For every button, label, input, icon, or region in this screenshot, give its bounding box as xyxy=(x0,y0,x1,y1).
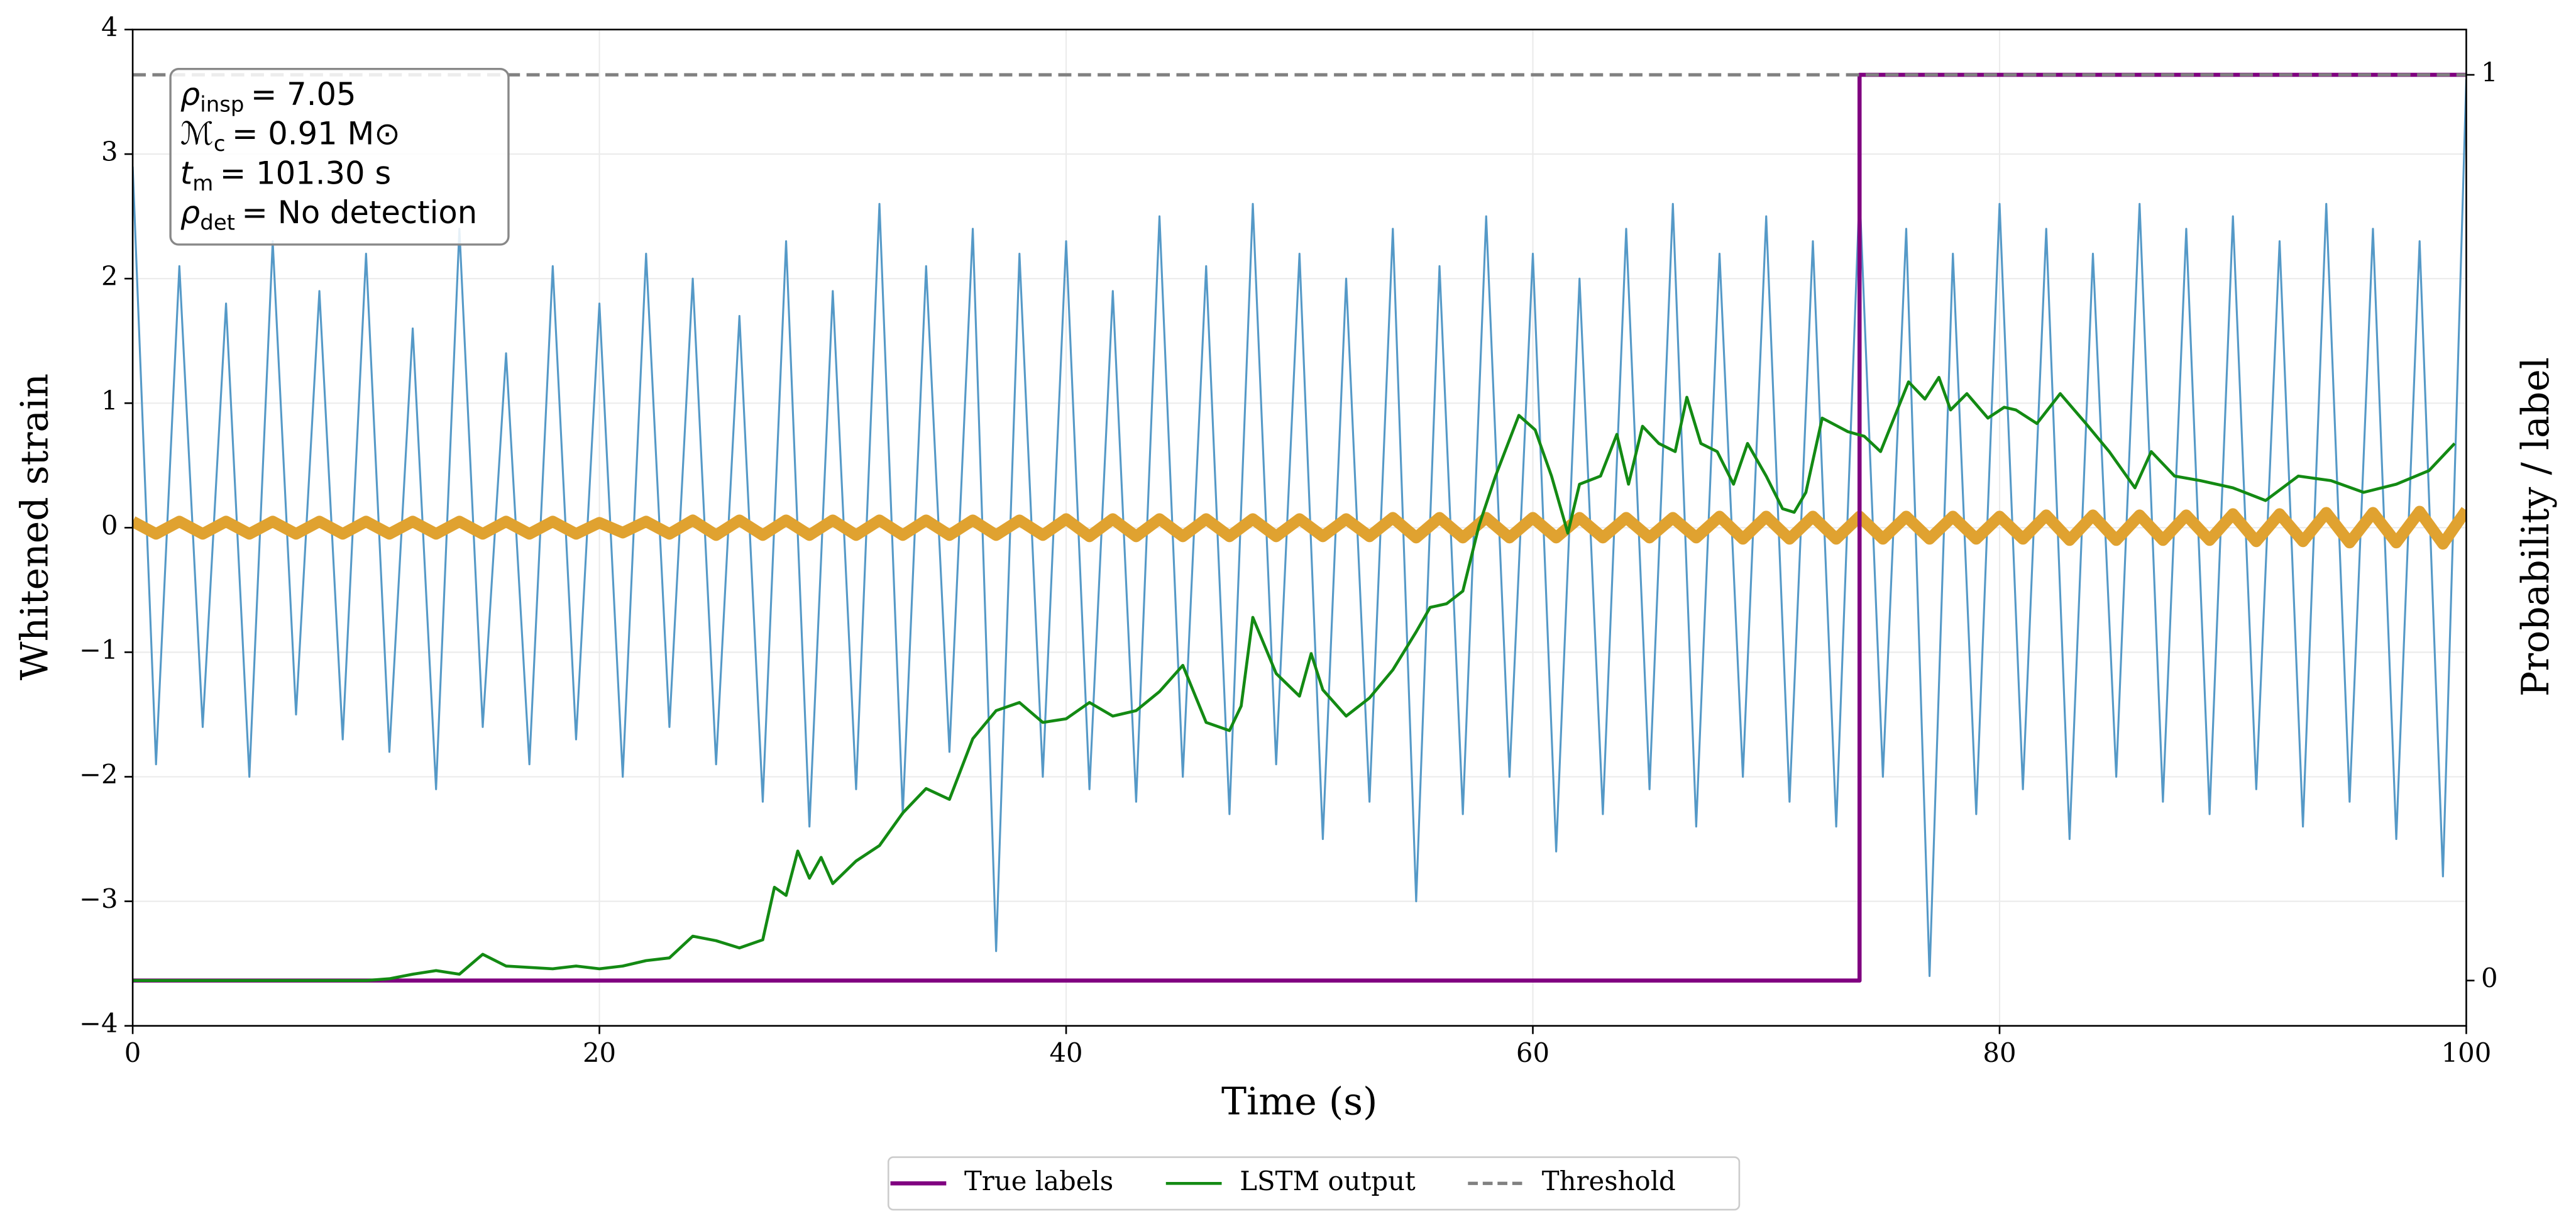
annotation-subscript: m xyxy=(192,172,213,196)
x-tick-label: 60 xyxy=(1516,1037,1549,1068)
annotation-line: ρinsp = 7.05 xyxy=(180,76,356,117)
annotation-line: ℳc = 0.91 M⊙ xyxy=(180,116,400,157)
y-tick-label: −3 xyxy=(79,883,118,914)
x-tick-label: 20 xyxy=(583,1037,616,1068)
y-tick-label: −2 xyxy=(79,759,118,790)
y-tick-label: 1 xyxy=(101,385,118,416)
annotation-subscript: det xyxy=(200,211,235,235)
legend-label: Threshold xyxy=(1542,1166,1676,1196)
annotation-subscript: c xyxy=(214,132,226,157)
annotation-symbol: ρ xyxy=(180,76,200,113)
annotation-symbol: ρ xyxy=(180,194,200,231)
annotation-subscript: insp xyxy=(200,93,244,118)
annotation-line: ρdet = No detection xyxy=(180,194,477,235)
annotation-value: = 101.30 s xyxy=(220,155,391,191)
annotation-value: = 7.05 xyxy=(251,76,356,113)
y2-tick-label: 1 xyxy=(2481,57,2498,88)
x-tick-label: 0 xyxy=(124,1037,141,1068)
legend-label: True labels xyxy=(964,1166,1113,1196)
series-line xyxy=(133,375,2456,982)
y-tick-label: −1 xyxy=(79,634,118,665)
annotation-box xyxy=(169,67,510,246)
signal-line xyxy=(133,79,2467,977)
y-tick-label: −4 xyxy=(79,1008,118,1039)
annotation-symbol: ℳ xyxy=(180,116,214,152)
y-axis-label: Whitened strain xyxy=(13,373,57,680)
signal-line xyxy=(133,505,2467,550)
annotation-value: = No detection xyxy=(241,194,477,231)
x-axis-label: Time (s) xyxy=(1221,1080,1377,1124)
legend-box xyxy=(887,1156,1741,1211)
x-tick-label: 40 xyxy=(1049,1037,1082,1068)
y2-axis-label: Probability / label xyxy=(2514,357,2558,697)
y2-tick-label: 0 xyxy=(2481,963,2498,993)
x-tick-label: 80 xyxy=(1983,1037,2016,1068)
y-tick-label: 3 xyxy=(101,136,118,167)
annotation-line: tm = 101.30 s xyxy=(180,155,391,196)
y-tick-label: 2 xyxy=(101,261,118,292)
x-tick-label: 100 xyxy=(2441,1037,2492,1068)
y-tick-label: 0 xyxy=(101,510,118,541)
annotation-value: = 0.91 M⊙ xyxy=(232,116,400,152)
annotation-symbol: t xyxy=(180,155,194,191)
legend-label: LSTM output xyxy=(1240,1166,1416,1196)
series-group xyxy=(133,72,2467,983)
y-tick-label: 4 xyxy=(101,11,118,42)
axes-frame xyxy=(131,28,2467,1027)
legend: True labels LSTM output Threshold xyxy=(887,1156,1741,1211)
